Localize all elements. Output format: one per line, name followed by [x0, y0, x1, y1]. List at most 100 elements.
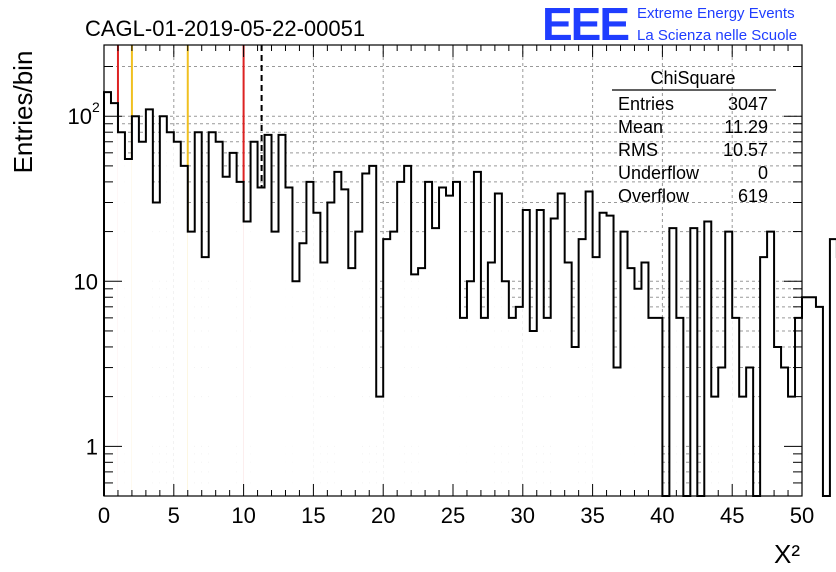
stats-value: 3047: [728, 94, 768, 114]
histogram-bin: [529, 330, 537, 496]
histogram-bin: [306, 181, 314, 496]
histogram-bin: [774, 346, 782, 496]
histogram-bin: [257, 187, 265, 496]
histogram-bin: [299, 243, 307, 496]
histogram-bin: [494, 193, 502, 497]
stats-value: 11.29: [724, 117, 768, 137]
histogram-bin: [571, 346, 579, 496]
histogram-bin: [215, 141, 223, 497]
histogram-bin: [557, 193, 565, 497]
histogram-bars: [103, 91, 836, 497]
histogram-bin: [564, 262, 572, 496]
histogram-bin: [166, 132, 174, 497]
histogram-bin: [739, 396, 747, 496]
histogram-bin: [550, 218, 558, 496]
stats-label: Entries: [618, 94, 674, 114]
stats-value: 619: [738, 186, 768, 206]
x-tick-label: 45: [720, 503, 744, 528]
y-axis-title: Entries/bin: [8, 51, 38, 174]
histogram-bin: [124, 159, 132, 496]
histogram-bin: [439, 187, 447, 496]
histogram-bin: [278, 134, 286, 496]
x-tick-label: 0: [98, 503, 110, 528]
histogram-bin: [480, 317, 488, 496]
y-tick-exponent: 2: [92, 99, 100, 115]
histogram-bin: [390, 231, 398, 496]
histogram-bin: [208, 132, 216, 497]
histogram-bin: [362, 173, 370, 497]
histogram-bin: [369, 165, 377, 496]
histogram-bin: [341, 189, 349, 496]
histogram-bin: [117, 132, 125, 497]
histogram-bin: [194, 132, 202, 497]
histogram-bin: [173, 141, 181, 497]
histogram-bin: [829, 239, 836, 497]
x-tick-label: 50: [790, 503, 814, 528]
logo-line-2: La Scienza nelle Scuole: [637, 27, 797, 44]
histogram-bin: [104, 92, 111, 496]
histogram-bin: [355, 231, 363, 496]
histogram-bin: [487, 262, 495, 496]
y-tick-label: 10: [74, 269, 98, 294]
histogram-bin: [627, 268, 635, 496]
histogram-bin: [320, 262, 328, 496]
histogram-bin: [578, 239, 586, 497]
x-tick-label: 30: [511, 503, 535, 528]
axis-ticks: [103, 45, 803, 497]
histogram-bin: [222, 176, 230, 496]
histogram-bin: [536, 210, 544, 496]
histogram-bin: [815, 306, 823, 496]
histogram-bin: [592, 257, 600, 496]
histogram-bin: [376, 396, 384, 496]
histogram-bin: [411, 274, 419, 496]
histogram-bin: [704, 221, 712, 497]
stats-label: Overflow: [618, 186, 690, 206]
stats-value: 10.57: [723, 140, 768, 160]
histogram-bin: [264, 134, 272, 496]
histogram-bin: [641, 262, 649, 496]
histogram-bin: [690, 228, 698, 496]
histogram-bin: [648, 317, 656, 496]
histogram-bin: [313, 212, 321, 496]
y-tick-label: 10: [68, 104, 92, 129]
histogram-bin: [187, 231, 195, 496]
histogram-bin: [634, 288, 642, 496]
histogram-bin: [767, 231, 775, 496]
x-tick-labels: 0 5 10 15 20 25 30 35 40 45 50: [98, 503, 814, 528]
histogram-bin: [613, 367, 621, 496]
y-tick-label: 1: [86, 434, 98, 459]
histogram-bin: [348, 268, 356, 496]
histogram-bin: [522, 210, 530, 496]
histogram-bin: [655, 317, 663, 496]
histogram-bin: [145, 109, 153, 496]
histogram-bin: [669, 228, 677, 496]
histogram-bin: [138, 141, 146, 497]
histogram-bin: [383, 239, 391, 497]
histogram-bin: [397, 181, 405, 496]
histogram-bin: [781, 367, 789, 496]
stats-label: Mean: [618, 117, 663, 137]
histogram-bin: [543, 317, 551, 496]
x-tick-label: 25: [441, 503, 465, 528]
histogram-bin: [620, 231, 628, 496]
histogram-bin: [327, 202, 335, 496]
histogram-bin: [110, 103, 118, 496]
histogram-bin: [285, 187, 293, 496]
x-tick-label: 5: [168, 503, 180, 528]
histogram-bin: [292, 281, 300, 496]
histogram-bin: [236, 181, 244, 496]
x-tick-label: 35: [580, 503, 604, 528]
histogram-bin: [404, 165, 412, 496]
histogram-bin: [732, 317, 740, 496]
histogram-bin: [131, 116, 139, 496]
histogram-bin: [159, 116, 167, 496]
histogram-bin: [152, 202, 160, 496]
histogram-bin: [515, 306, 523, 496]
histogram-bin: [711, 396, 719, 496]
histogram-bin: [585, 191, 593, 496]
eee-logo: EEE Extreme Energy Events La Scienza nel…: [542, 0, 797, 50]
histogram-bin: [229, 152, 237, 496]
histogram-bin: [501, 281, 509, 496]
stats-title: ChiSquare: [650, 68, 735, 88]
